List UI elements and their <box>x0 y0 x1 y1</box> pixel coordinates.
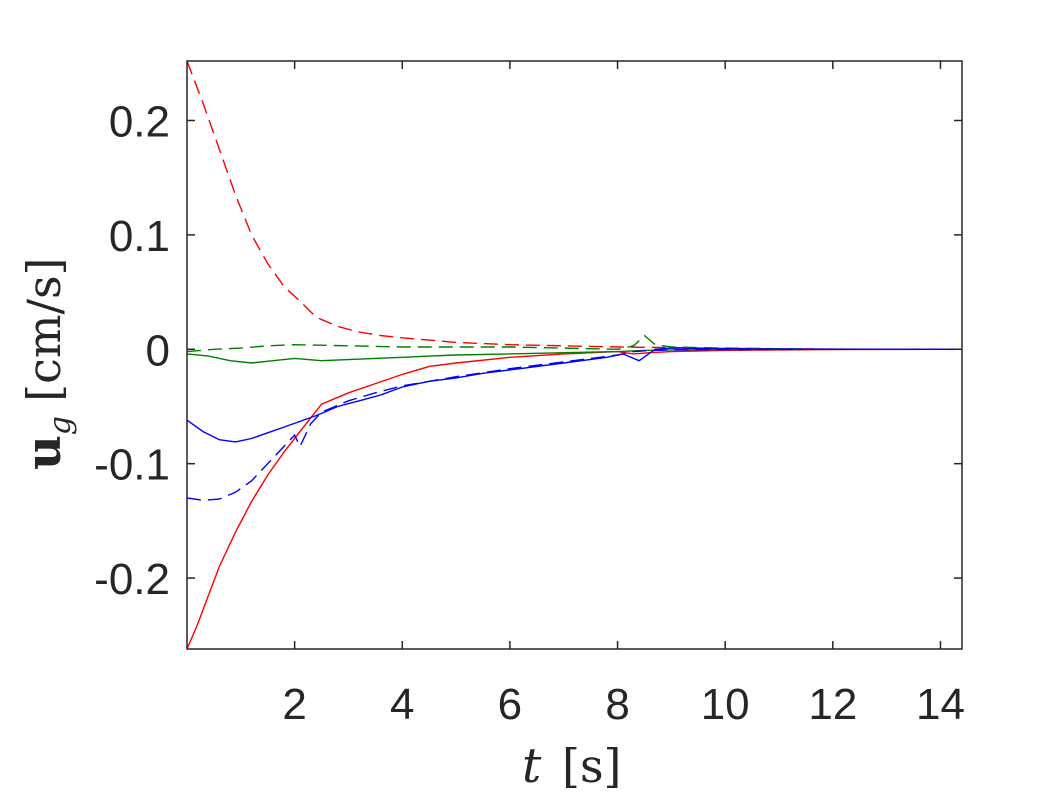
x-tick-label: 2 <box>282 680 306 729</box>
x-axis-label-unit: [s] <box>562 739 622 793</box>
series-line-1 <box>186 60 963 350</box>
x-axis-label-symbol: t <box>522 738 542 794</box>
y-axis-label: ug[cm/s] <box>16 257 78 470</box>
y-tick-label: 0.2 <box>109 97 170 146</box>
x-tick-label: 8 <box>605 680 629 729</box>
y-tick-label: -0.1 <box>94 441 170 490</box>
x-tick-label: 14 <box>916 680 965 729</box>
series-line-5 <box>186 347 962 443</box>
series-line-2 <box>186 348 963 650</box>
plot-frame <box>186 60 963 650</box>
x-tick-label: 10 <box>701 680 750 729</box>
x-tick-label: 6 <box>498 680 522 729</box>
y-tick-label: 0 <box>146 326 170 375</box>
x-axis-label: t [s] <box>522 738 622 794</box>
tick-layer <box>187 61 962 649</box>
y-tick-labels: -0.2 -0.1 0 0.1 0.2 <box>94 97 170 604</box>
series-line-6 <box>186 348 962 502</box>
series-layer <box>186 60 963 650</box>
x-tick-labels: 2 4 6 8 10 12 14 <box>282 680 965 729</box>
y-tick-label: 0.1 <box>109 212 170 261</box>
x-tick-label: 12 <box>808 680 857 729</box>
y-axis-label-text: ug[cm/s] <box>16 257 78 470</box>
y-tick-label: -0.2 <box>94 555 170 604</box>
x-tick-label: 4 <box>390 680 414 729</box>
plot-background <box>187 61 962 649</box>
